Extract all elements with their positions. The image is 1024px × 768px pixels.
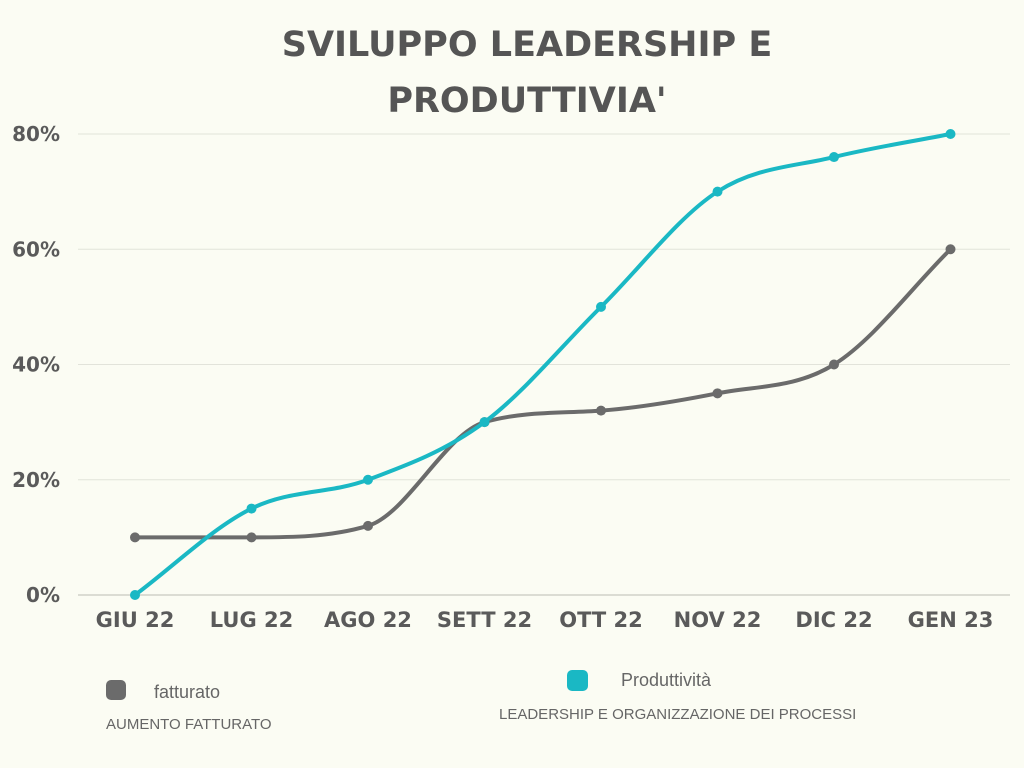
data-point-fatturato (712, 388, 723, 399)
data-point-produttivita (596, 301, 606, 312)
legend-item-produttivita: Produttività LEADERSHIP E ORGANIZZAZIONE… (499, 670, 856, 723)
data-point-produttivita (712, 186, 723, 197)
y-tick-label: 80% (12, 122, 60, 146)
data-point-produttivita (363, 474, 373, 485)
x-tick-label: GIU 22 (96, 608, 175, 632)
x-axis-ticks: GIU 22 LUG 22 AGO 22 SETT 22 OTT 22 NOV 22 DIC… (96, 608, 994, 632)
legend-swatch-produttivita (567, 670, 588, 691)
x-tick-label: SETT 22 (437, 608, 532, 632)
x-tick-label: GEN 23 (908, 608, 994, 632)
data-point-produttivita (130, 590, 140, 600)
x-tick-label: LUG 22 (210, 608, 293, 632)
x-tick-label: DIC 22 (795, 608, 872, 632)
data-point-produttivita (945, 129, 956, 139)
series-line-produttivita (133, 132, 953, 597)
data-point-fatturato (829, 359, 839, 370)
series-lines (130, 129, 956, 600)
data-point-produttivita (829, 152, 839, 163)
x-tick-label: NOV 22 (674, 608, 762, 632)
chart-title: SVILUPPO LEADERSHIP E PRODUTTIVIA' (282, 25, 773, 121)
data-point-produttivita (479, 417, 490, 428)
y-tick-label: 60% (12, 237, 60, 261)
series-line-fatturato (133, 247, 953, 540)
series-produttivita (130, 129, 956, 600)
data-point-fatturato (130, 532, 140, 543)
chart-title-line-1: SVILUPPO LEADERSHIP E (282, 25, 773, 65)
y-tick-label: 40% (12, 353, 60, 377)
data-point-fatturato (596, 405, 606, 416)
legend: fatturato AUMENTO FATTURATO Produttività… (106, 670, 856, 733)
legend-description-produttivita: LEADERSHIP E ORGANIZZAZIONE DEI PROCESSI (499, 706, 856, 723)
y-tick-label: 0% (26, 583, 60, 607)
legend-swatch-fatturato (106, 680, 126, 700)
legend-item-fatturato: fatturato AUMENTO FATTURATO (106, 680, 272, 733)
y-tick-label: 20% (12, 468, 60, 492)
series-fatturato (130, 244, 956, 543)
data-point-produttivita (246, 503, 257, 514)
data-point-fatturato (363, 520, 373, 531)
legend-label-fatturato: fatturato (154, 682, 220, 702)
chart-title-line-2: PRODUTTIVIA' (387, 81, 666, 121)
data-point-fatturato (246, 532, 257, 543)
legend-label-produttivita: Produttività (621, 670, 712, 690)
x-tick-label: OTT 22 (559, 608, 643, 632)
y-axis-ticks: 0% 20% 40% 60% 80% (12, 122, 60, 607)
data-point-fatturato (945, 244, 956, 255)
x-tick-label: AGO 22 (324, 608, 412, 632)
legend-description-fatturato: AUMENTO FATTURATO (106, 716, 272, 733)
